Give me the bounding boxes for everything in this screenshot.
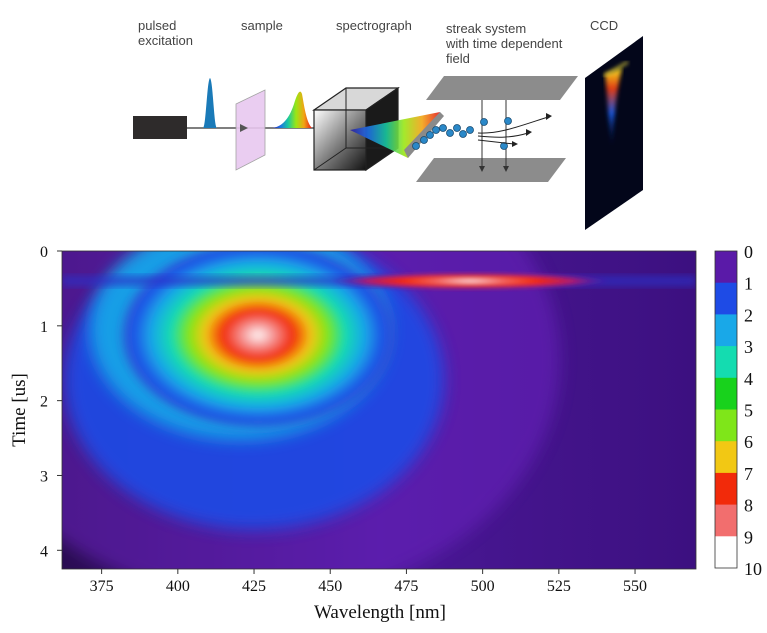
emission-spectrum <box>272 91 312 128</box>
x-tick-label: 425 <box>242 578 266 595</box>
pulsed-label-line2: excitation <box>138 33 193 48</box>
colorbar-tick-label: 3 <box>744 337 753 357</box>
ccd-screen <box>585 36 643 230</box>
spectrograph-label: spectrograph <box>336 18 412 33</box>
colorbar-tick-label: 4 <box>744 369 753 389</box>
x-tick-label: 525 <box>547 578 571 595</box>
x-tick-label: 450 <box>318 578 342 595</box>
x-tick-label: 500 <box>471 578 495 595</box>
colorbar-tick-label: 8 <box>744 496 753 516</box>
y-axis-ticks: 0 1 2 3 4 <box>40 244 62 560</box>
streak-label-line3: field <box>446 51 470 66</box>
y-tick-label: 0 <box>40 244 48 261</box>
colorbar-tick-label: 10 <box>744 559 762 579</box>
x-axis-ticks: 375 400 425 450 475 500 525 550 <box>90 569 647 595</box>
y-axis-title: Time [us] <box>9 373 30 447</box>
y-tick-label: 3 <box>40 468 48 485</box>
colorbar-tick-label: 2 <box>744 305 753 325</box>
colorbar-tick-label: 5 <box>744 401 753 421</box>
colorbar-swatch <box>715 377 737 410</box>
beam-arrow <box>240 124 248 132</box>
x-tick-label: 475 <box>394 578 418 595</box>
colorbar-swatch <box>715 409 737 442</box>
dispersed-beam <box>350 112 440 158</box>
laser-source <box>133 116 187 139</box>
colorbar-swatch <box>715 314 737 347</box>
deflection-plate-bottom <box>416 158 566 182</box>
y-tick-label: 2 <box>40 394 48 411</box>
sample-label: sample <box>241 18 283 33</box>
colorbar-swatch <box>715 504 737 537</box>
colorbar-swatch <box>715 282 737 315</box>
streak-label-line1: streak system <box>446 21 526 36</box>
colorbar-swatch <box>715 472 737 506</box>
spectrograph-box <box>312 86 400 172</box>
colorbar-swatch <box>715 346 737 379</box>
x-axis-title: Wavelength [nm] <box>314 602 446 623</box>
deflection-plate-top <box>426 76 578 100</box>
heatmap-image <box>62 251 696 569</box>
colorbar: 0 1 2 3 4 5 6 7 8 9 10 <box>714 242 762 579</box>
colorbar-tick-label: 1 <box>744 274 753 294</box>
excitation-pulse <box>203 78 217 128</box>
x-tick-label: 375 <box>90 578 114 595</box>
streak-label-line2: with time dependent <box>445 36 563 51</box>
colorbar-swatch <box>715 441 737 474</box>
ccd-label: CCD <box>590 18 618 33</box>
y-tick-label: 4 <box>40 543 48 560</box>
colorbar-tick-label: 0 <box>744 242 753 262</box>
electrons <box>412 117 512 150</box>
x-tick-label: 400 <box>166 578 190 595</box>
colorbar-swatch <box>715 536 737 569</box>
colorbar-tick-label: 9 <box>744 527 753 547</box>
x-tick-label: 550 <box>623 578 647 595</box>
colorbar-tick-label: 6 <box>744 432 753 452</box>
pulsed-label-line1: pulsed <box>138 18 176 33</box>
colorbar-frame <box>714 250 738 569</box>
colorbar-swatch <box>715 251 737 284</box>
colorbar-tick-label: 7 <box>744 464 753 484</box>
sample-slab <box>235 89 266 171</box>
y-tick-label: 1 <box>40 319 48 336</box>
setup-diagram: pulsed excitation sample spectrograph st… <box>133 18 643 230</box>
